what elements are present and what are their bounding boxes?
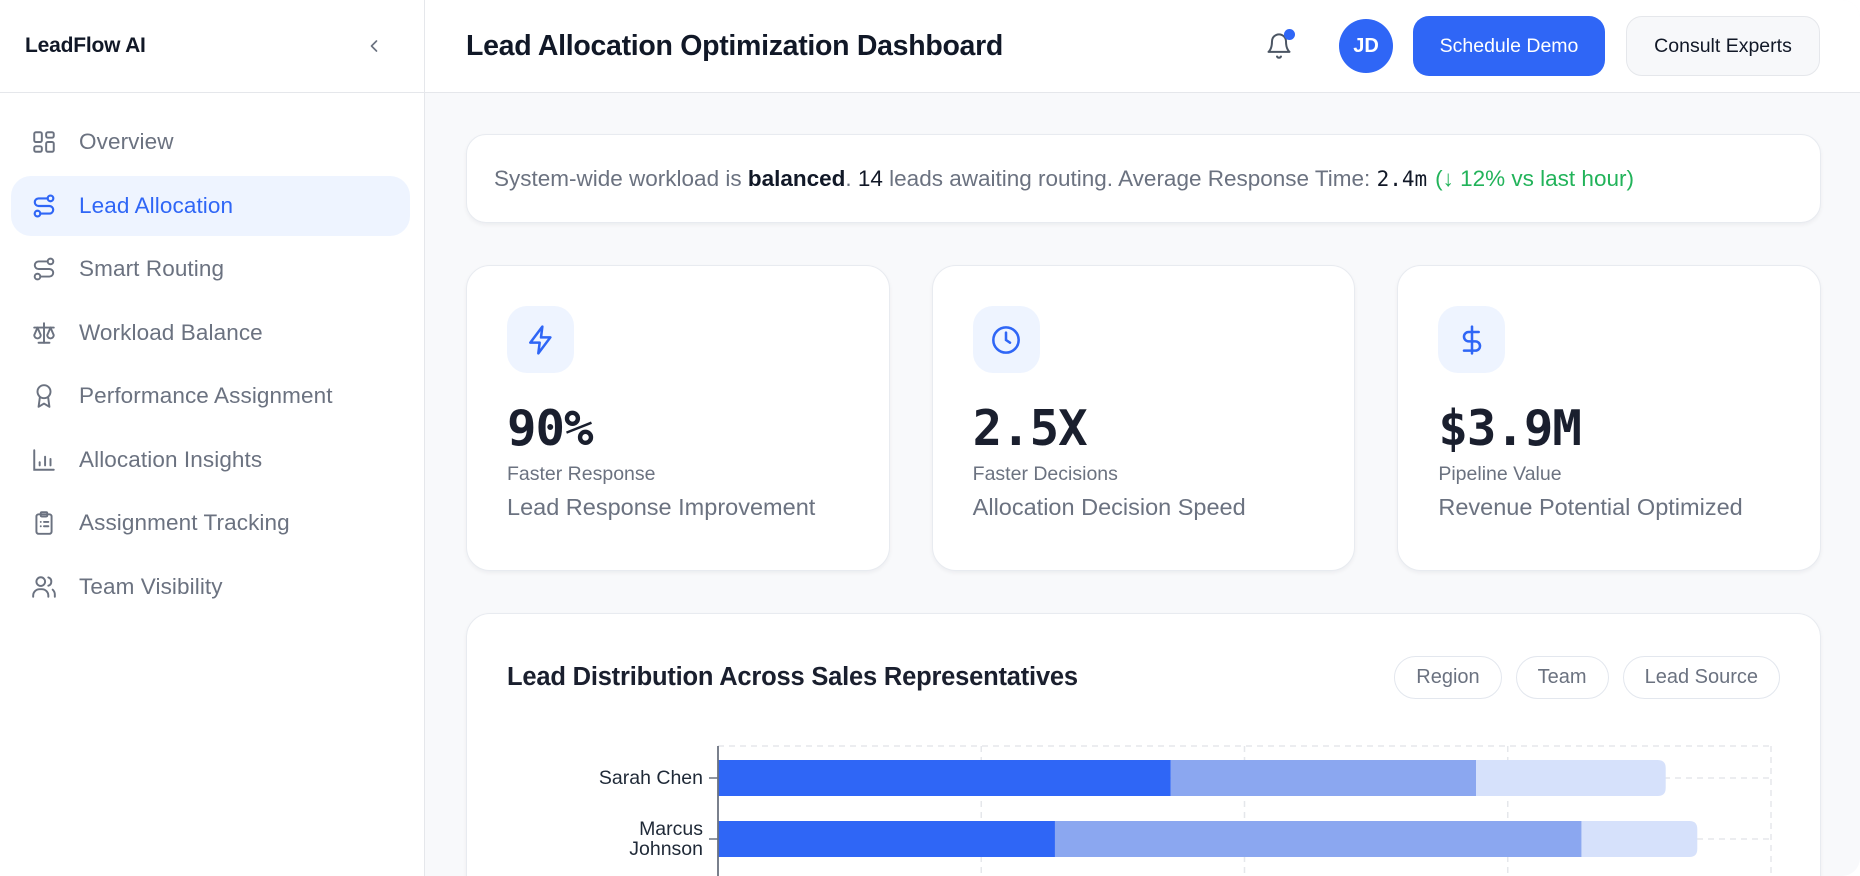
bar-segment[interactable] <box>1170 760 1477 796</box>
metric-value: 90% <box>507 400 594 457</box>
award-icon <box>31 383 57 409</box>
sidebar-item-team-visibility[interactable]: Team Visibility <box>11 557 410 617</box>
collapse-sidebar-button[interactable] <box>360 32 388 60</box>
sidebar-item-label: Assignment Tracking <box>79 510 290 535</box>
y-axis-label-line: Marcus <box>639 818 703 840</box>
sidebar-item-label: Smart Routing <box>79 256 225 281</box>
clock-icon <box>972 306 1040 373</box>
metric-description: Revenue Potential Optimized <box>1438 494 1743 520</box>
page-title: Lead Allocation Optimization Dashboard <box>466 29 1004 62</box>
notifications-button[interactable] <box>1265 29 1295 61</box>
sidebar-item-label: Lead Allocation <box>79 192 234 218</box>
sidebar-item-label: Overview <box>79 129 174 154</box>
response-time-delta: (↓ 12% vs last hour) <box>1435 165 1634 191</box>
main-content: Lead Allocation Optimization Dashboard J… <box>425 0 1860 876</box>
bar-segment[interactable] <box>1581 821 1698 857</box>
sidebar-item-assignment-tracking[interactable]: Assignment Tracking <box>11 493 410 553</box>
status-sep: . <box>845 165 858 191</box>
y-axis-label: Marcus Johnson <box>573 819 703 859</box>
workload-state: balanced <box>747 165 846 191</box>
sidebar-item-label: Team Visibility <box>79 573 223 599</box>
sidebar-item-label: Workload Balance <box>79 319 263 345</box>
consult-experts-button[interactable]: Consult Experts <box>1626 16 1820 76</box>
sidebar-item-workload-balance[interactable]: Workload Balance <box>11 303 410 363</box>
sidebar-nav: Overview Lead Allocation Smart Routing W… <box>0 93 424 617</box>
metric-card-decisions: 2.5X Faster Decisions Allocation Decisio… <box>931 265 1356 571</box>
metric-sublabel: Faster Decisions <box>972 463 1118 485</box>
route-icon <box>31 193 57 219</box>
metric-cards: 90% Faster Response Lead Response Improv… <box>466 265 1822 571</box>
schedule-demo-button[interactable]: Schedule Demo <box>1413 16 1605 76</box>
sidebar: LeadFlow AI Overview Lead Allocation <box>0 0 425 876</box>
dollar-sign-icon <box>1438 306 1506 373</box>
sidebar-header: LeadFlow AI <box>0 0 424 93</box>
lead-distribution-chart-card: Lead Distribution Across Sales Represent… <box>466 613 1821 876</box>
zap-icon <box>507 306 574 373</box>
status-mid: leads awaiting routing. Average Response… <box>882 165 1377 191</box>
metric-description: Lead Response Improvement <box>507 494 816 520</box>
filter-region[interactable]: Region <box>1394 656 1502 699</box>
metric-value: 2.5X <box>972 400 1088 457</box>
sidebar-item-label: Performance Assignment <box>79 383 333 408</box>
sidebar-item-allocation-insights[interactable]: Allocation Insights <box>11 430 410 490</box>
sidebar-item-smart-routing[interactable]: Smart Routing <box>11 239 410 299</box>
bell-icon <box>1267 33 1291 59</box>
sidebar-item-label: Allocation Insights <box>79 446 263 472</box>
scale-icon <box>31 320 57 346</box>
chart-title: Lead Distribution Across Sales Represent… <box>507 663 1078 691</box>
users-icon <box>31 574 57 600</box>
chart-filters: Region Team Lead Source <box>1394 656 1780 699</box>
avg-response-time: 2.4m <box>1376 166 1428 191</box>
sidebar-item-performance-assignment[interactable]: Performance Assignment <box>11 366 410 426</box>
layout-grid-icon <box>31 129 57 155</box>
metric-sublabel: Faster Response <box>507 463 656 485</box>
filter-team[interactable]: Team <box>1515 656 1609 699</box>
leads-waiting-count: 14 <box>857 165 883 191</box>
chevron-left-icon <box>370 40 378 52</box>
metric-sublabel: Pipeline Value <box>1438 463 1562 485</box>
metric-card-response: 90% Faster Response Lead Response Improv… <box>466 265 890 571</box>
filter-lead-source[interactable]: Lead Source <box>1622 656 1780 699</box>
notification-badge <box>1284 29 1295 40</box>
y-axis-label-line: Johnson <box>629 838 703 860</box>
dashboard-content: System-wide workload is balanced. 14 lea… <box>425 93 1860 876</box>
status-prefix: System-wide workload is <box>494 165 748 191</box>
clipboard-list-icon <box>31 510 57 536</box>
metric-value: $3.9M <box>1438 400 1582 457</box>
top-bar: Lead Allocation Optimization Dashboard J… <box>425 0 1860 93</box>
bar-segment[interactable] <box>718 821 1055 857</box>
chart-header: Lead Distribution Across Sales Represent… <box>467 614 1820 699</box>
metric-card-pipeline: $3.9M Pipeline Value Revenue Potential O… <box>1397 265 1822 571</box>
brand-name: LeadFlow AI <box>25 34 146 57</box>
bar-segment[interactable] <box>1476 760 1666 796</box>
sidebar-item-lead-allocation[interactable]: Lead Allocation <box>11 175 410 236</box>
bar-segment[interactable] <box>1054 821 1582 857</box>
bar-chart-icon <box>31 447 57 473</box>
bar-segment[interactable] <box>718 760 1171 796</box>
system-status-banner: System-wide workload is balanced. 14 lea… <box>466 134 1821 223</box>
metric-description: Allocation Decision Speed <box>972 494 1246 520</box>
y-axis-label: Sarah Chen <box>598 767 703 789</box>
route-icon <box>31 256 57 282</box>
sidebar-item-overview[interactable]: Overview <box>11 112 410 172</box>
user-avatar[interactable]: JD <box>1339 19 1393 73</box>
